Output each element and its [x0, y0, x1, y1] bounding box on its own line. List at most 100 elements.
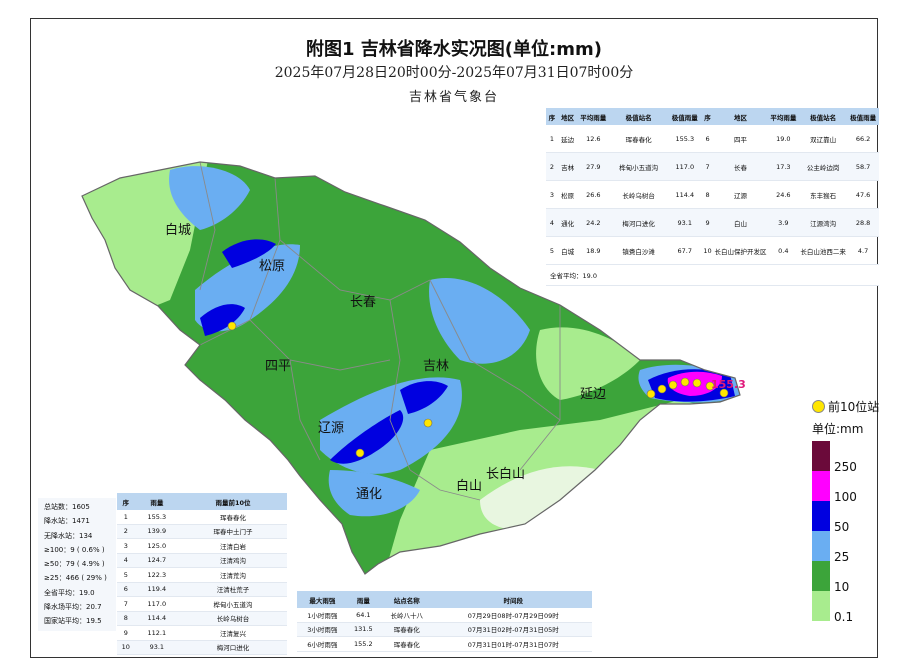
- table-cell: 26.6: [577, 180, 610, 209]
- table-row: 2 吉林 27.9 桦甸小五道沟 117.0 7 长春 17.3 公主岭边岗 58.7: [546, 152, 879, 181]
- max-header-cell: 站点名称: [378, 591, 435, 608]
- table-cell: 汪清杜荒子: [179, 582, 287, 597]
- table-row: 6小时雨强 155.2 珲春春化 07月31日01时-07月31日07时: [297, 636, 592, 652]
- station-dot: [705, 381, 715, 391]
- table-row: 1 延边 12.6 珲春春化 155.3 6 四平 19.0 双辽靠山 66.2: [546, 125, 879, 153]
- max-intensity-table: 最大雨强 雨量 站点名称 时间段 1小时雨强 64.1 长岭八十八 07月29日08时…: [297, 591, 592, 652]
- table-cell: 58.7: [847, 152, 879, 181]
- place-baicheng: 白城: [165, 222, 191, 238]
- table-cell: 24.2: [577, 208, 610, 237]
- station-dot-icon: [812, 400, 825, 413]
- table-cell: 10: [701, 236, 714, 265]
- top10-table: 序 雨量 雨量前10位 1 155.3 珲春春化 2 139.9 珲春中土门子 3 125…: [117, 493, 287, 655]
- table-cell: 吉林: [557, 152, 578, 181]
- table-cell: 双辽靠山: [799, 125, 848, 153]
- table-row: 9 112.1 汪清复兴: [117, 625, 287, 641]
- table-cell: 1: [546, 125, 558, 153]
- table-cell: 07月31日02时-07月31日05时: [434, 622, 592, 637]
- legend-swatch-100: [812, 471, 830, 501]
- table-cell: 桦甸小五道沟: [179, 596, 287, 612]
- table-cell: 汪清鸡沟: [179, 553, 287, 568]
- table-cell: 江源湾沟: [799, 208, 848, 237]
- table-cell: 四平: [713, 125, 768, 153]
- time-range: 2025年07月28日20时00分-2025年07月31日07时00分: [274, 65, 634, 81]
- region-header-cell: 序: [546, 108, 558, 125]
- top10-header-cell: 雨量: [134, 493, 180, 510]
- table-cell: 28.8: [847, 208, 879, 237]
- table-cell: 131.5: [347, 622, 379, 637]
- table-cell: 125.0: [134, 538, 180, 554]
- table-cell: 4: [117, 553, 135, 568]
- stat-line: 降水站：1471: [44, 517, 90, 526]
- table-cell: 延边: [557, 125, 578, 153]
- table-cell: 12.6: [577, 125, 610, 153]
- table-cell: 5: [546, 236, 558, 265]
- table-cell: 5: [117, 567, 135, 583]
- table-cell: 东丰猴石: [799, 180, 848, 209]
- table-cell: 桦甸小五道沟: [609, 152, 668, 181]
- table-row: 4 124.7 汪清鸡沟: [117, 553, 287, 568]
- table-cell: 114.4: [134, 611, 180, 626]
- region-header-cell: 极值雨量: [667, 108, 702, 125]
- table-cell: 18.9: [577, 236, 610, 265]
- region-header-cell: 地区: [557, 108, 578, 125]
- table-cell: 3.9: [767, 208, 800, 237]
- station-dot: [692, 378, 702, 388]
- table-row: 3小时雨强 131.5 珲春春化 07月31日02时-07月31日05时: [297, 622, 592, 637]
- table-cell: 公主岭边岗: [799, 152, 848, 181]
- table-cell: 3: [117, 538, 135, 554]
- table-cell: 8: [701, 180, 714, 209]
- legend-label: 0.1: [834, 610, 854, 624]
- top10-stations: [227, 321, 729, 458]
- table-cell: 4.7: [847, 236, 879, 265]
- table-cell: 67.7: [667, 236, 702, 265]
- legend-swatch-250: [812, 441, 830, 471]
- stat-line: 全省平均：19.0: [44, 588, 95, 597]
- table-row: 1小时雨强 64.1 长岭八十八 07月29日08时-07月29日09时: [297, 608, 592, 623]
- table-cell: 白城: [557, 236, 578, 265]
- legend-label: 250: [834, 460, 857, 474]
- top10-table-header: 序 雨量 雨量前10位: [117, 493, 287, 510]
- stat-line: ≥25：466 ( 29% ): [44, 574, 107, 583]
- table-cell: 155.3: [134, 510, 180, 525]
- table-cell: 117.0: [667, 152, 702, 181]
- issuer: 吉林省气象台: [408, 90, 499, 105]
- region-header-cell: 地区: [713, 108, 768, 125]
- table-cell: 珲春春化: [179, 510, 287, 525]
- table-row: 6 119.4 汪清杜荒子: [117, 582, 287, 597]
- region-header-cell: 平均雨量: [767, 108, 800, 125]
- table-row: 5 122.3 汪清荒沟: [117, 567, 287, 583]
- table-cell: 0.4: [767, 236, 800, 265]
- legend-label: 100: [834, 490, 857, 504]
- table-row: 2 139.9 珲春中土门子: [117, 524, 287, 539]
- table-cell: 19.0: [767, 125, 800, 153]
- table-row: 4 通化 24.2 梅河口进化 93.1 9 白山 3.9 江源湾沟 28.8: [546, 208, 879, 237]
- table-cell: 辽源: [713, 180, 768, 209]
- max-table-header: 最大雨强 雨量 站点名称 时间段: [297, 591, 592, 608]
- table-cell: 7: [117, 596, 135, 612]
- legend-label: 50: [834, 520, 850, 534]
- region-header-cell: 极值站名: [609, 108, 668, 125]
- region-header-cell: 序: [701, 108, 714, 125]
- stat-line: ≥50：79 ( 4.9% ): [44, 560, 105, 569]
- table-cell: 117.0: [134, 596, 180, 612]
- table-cell: 汪清荒沟: [179, 567, 287, 583]
- table-cell: 07月31日01时-07月31日07时: [434, 636, 592, 652]
- table-cell: 白山: [713, 208, 768, 237]
- max-value-label: 155.3: [711, 378, 746, 391]
- table-cell: 155.3: [667, 125, 702, 153]
- rain-zone-light-yanbian: [536, 327, 640, 400]
- rain-zone-25-50-tonghua: [328, 470, 420, 517]
- region-table: 序 地区 平均雨量 极值站名 极值雨量 序 地区 平均雨量 极值站名 极值雨量 …: [546, 108, 879, 286]
- legend-color-bar: [812, 441, 830, 621]
- table-row: 1 155.3 珲春春化: [117, 510, 287, 525]
- province-average: 全省平均：19.0: [546, 264, 879, 286]
- table-row: 3 松原 26.6 长岭乌树台 114.4 8 辽源 24.6 东丰猴石 47.6: [546, 180, 879, 209]
- legend-swatch-0-1: [812, 591, 830, 621]
- table-cell: 93.1: [134, 640, 180, 655]
- place-tonghua: 通化: [356, 487, 382, 502]
- prefecture-boundaries: [199, 161, 561, 501]
- table-cell: 24.6: [767, 180, 800, 209]
- rain-zone-25-50-jilin: [429, 278, 530, 364]
- region-header-cell: 极值站名: [799, 108, 848, 125]
